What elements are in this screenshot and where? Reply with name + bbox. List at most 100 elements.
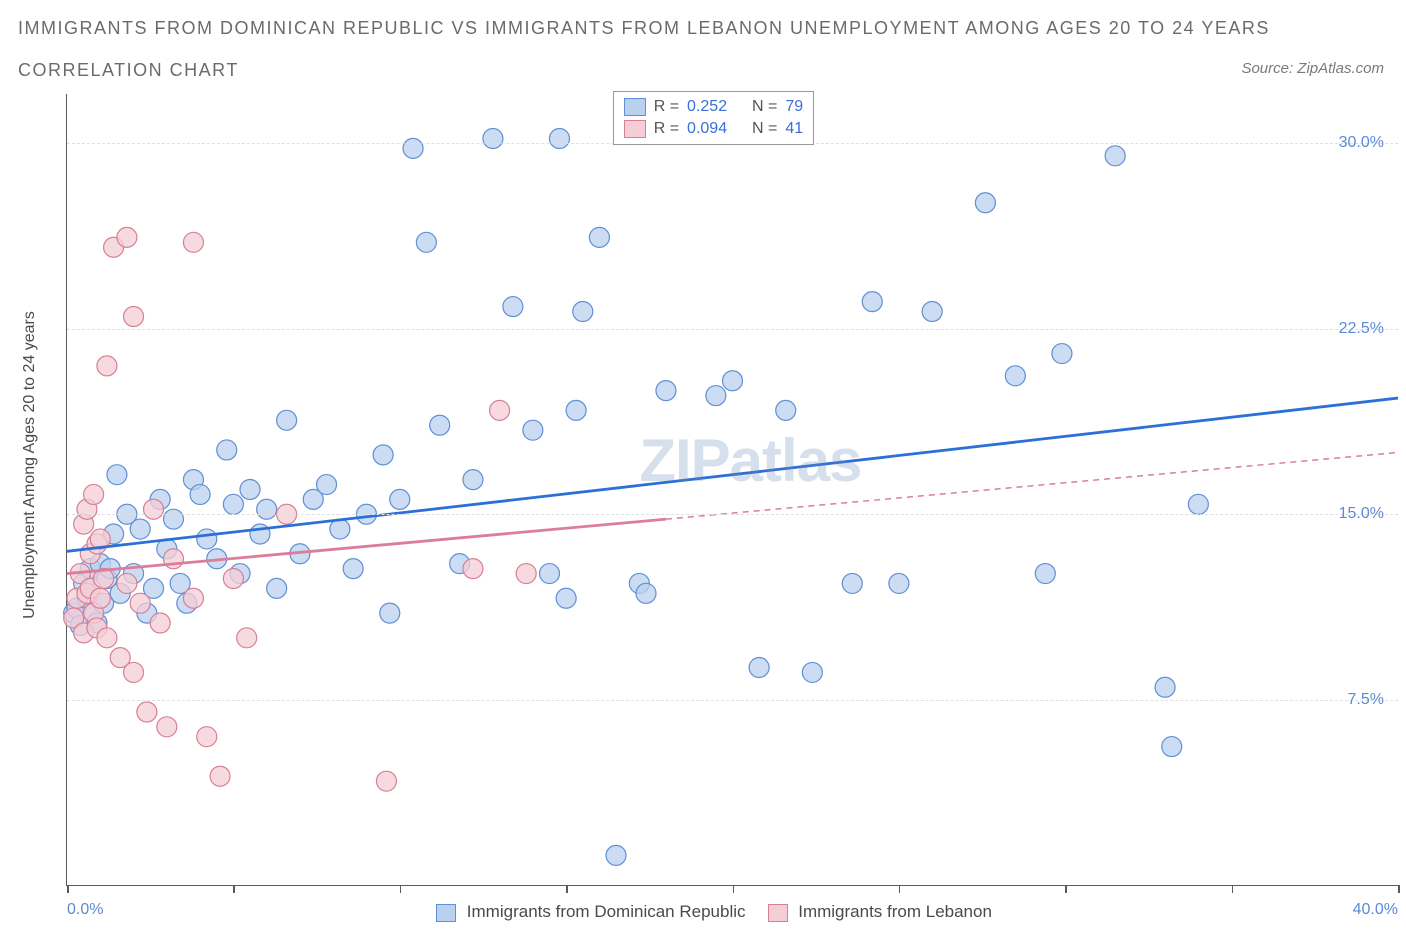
marker-dr [723, 371, 743, 391]
swatch-dr [624, 98, 646, 116]
x-tick [1232, 885, 1234, 893]
marker-dr [1005, 366, 1025, 386]
marker-dr [539, 564, 559, 584]
plot-svg [67, 94, 1398, 885]
y-tick-label: 22.5% [1339, 320, 1384, 338]
marker-dr [606, 845, 626, 865]
marker-dr [373, 445, 393, 465]
chart-title-line2: CORRELATION CHART [18, 60, 239, 81]
marker-lb [150, 613, 170, 633]
swatch-lb [768, 904, 788, 922]
marker-lb [117, 573, 137, 593]
marker-dr [380, 603, 400, 623]
r-label: R = [654, 96, 679, 118]
marker-lb [130, 593, 150, 613]
marker-dr [107, 465, 127, 485]
marker-dr [223, 494, 243, 514]
marker-dr [975, 193, 995, 213]
marker-dr [317, 475, 337, 495]
marker-dr [1052, 344, 1072, 364]
swatch-dr [436, 904, 456, 922]
marker-dr [130, 519, 150, 539]
marker-dr [390, 489, 410, 509]
marker-lb [516, 564, 536, 584]
trendline-ext-lb [666, 452, 1398, 519]
marker-dr [749, 657, 769, 677]
marker-lb [84, 484, 104, 504]
legend-label-lb: Immigrants from Lebanon [794, 902, 992, 921]
marker-dr [257, 499, 277, 519]
legend-row-dr: R =0.252 N =79 [624, 96, 803, 118]
marker-dr [922, 302, 942, 322]
swatch-lb [624, 120, 646, 138]
marker-dr [523, 420, 543, 440]
marker-lb [183, 588, 203, 608]
gridline-h [67, 514, 1398, 515]
marker-dr [706, 386, 726, 406]
y-tick-label: 15.0% [1339, 505, 1384, 523]
marker-dr [416, 232, 436, 252]
marker-dr [1155, 677, 1175, 697]
marker-lb [490, 400, 510, 420]
marker-dr [549, 128, 569, 148]
marker-dr [573, 302, 593, 322]
marker-lb [97, 356, 117, 376]
marker-lb [223, 568, 243, 588]
marker-dr [656, 381, 676, 401]
marker-dr [430, 415, 450, 435]
legend-row-lb: R =0.094 N =41 [624, 118, 803, 140]
r-label: R = [654, 118, 679, 140]
source-label: Source: ZipAtlas.com [1241, 60, 1384, 77]
legend-label-dr: Immigrants from Dominican Republic [462, 902, 745, 921]
marker-dr [566, 400, 586, 420]
marker-dr [1188, 494, 1208, 514]
n-label: N = [752, 118, 777, 140]
marker-dr [556, 588, 576, 608]
marker-dr [862, 292, 882, 312]
y-tick-label: 7.5% [1348, 691, 1384, 709]
legend-stats-box: R =0.252 N =79R =0.094 N =41 [613, 91, 814, 145]
x-tick [67, 885, 69, 893]
marker-lb [376, 771, 396, 791]
marker-dr [403, 138, 423, 158]
marker-dr [802, 662, 822, 682]
marker-dr [589, 227, 609, 247]
chart-title-line1: IMMIGRANTS FROM DOMINICAN REPUBLIC VS IM… [18, 18, 1270, 39]
gridline-h [67, 329, 1398, 330]
marker-lb [144, 499, 164, 519]
marker-lb [157, 717, 177, 737]
marker-dr [163, 509, 183, 529]
marker-lb [197, 727, 217, 747]
x-tick [733, 885, 735, 893]
scatter-chart: ZIPatlas 7.5%15.0%22.5%30.0%0.0%40.0%R =… [66, 94, 1398, 886]
n-value-dr: 79 [785, 96, 803, 118]
trendline-dr [67, 398, 1398, 551]
marker-dr [842, 573, 862, 593]
marker-lb [237, 628, 257, 648]
marker-dr [343, 559, 363, 579]
x-tick [400, 885, 402, 893]
x-tick [233, 885, 235, 893]
gridline-h [67, 700, 1398, 701]
marker-lb [210, 766, 230, 786]
marker-lb [463, 559, 483, 579]
marker-dr [240, 480, 260, 500]
marker-lb [117, 227, 137, 247]
marker-lb [90, 588, 110, 608]
marker-lb [97, 628, 117, 648]
marker-dr [636, 583, 656, 603]
marker-dr [503, 297, 523, 317]
marker-dr [190, 484, 210, 504]
marker-dr [1162, 737, 1182, 757]
marker-dr [483, 128, 503, 148]
marker-lb [137, 702, 157, 722]
marker-lb [183, 232, 203, 252]
x-tick [566, 885, 568, 893]
x-tick [899, 885, 901, 893]
marker-dr [1035, 564, 1055, 584]
marker-dr [1105, 146, 1125, 166]
y-tick-label: 30.0% [1339, 134, 1384, 152]
marker-dr [217, 440, 237, 460]
marker-dr [889, 573, 909, 593]
marker-lb [124, 306, 144, 326]
